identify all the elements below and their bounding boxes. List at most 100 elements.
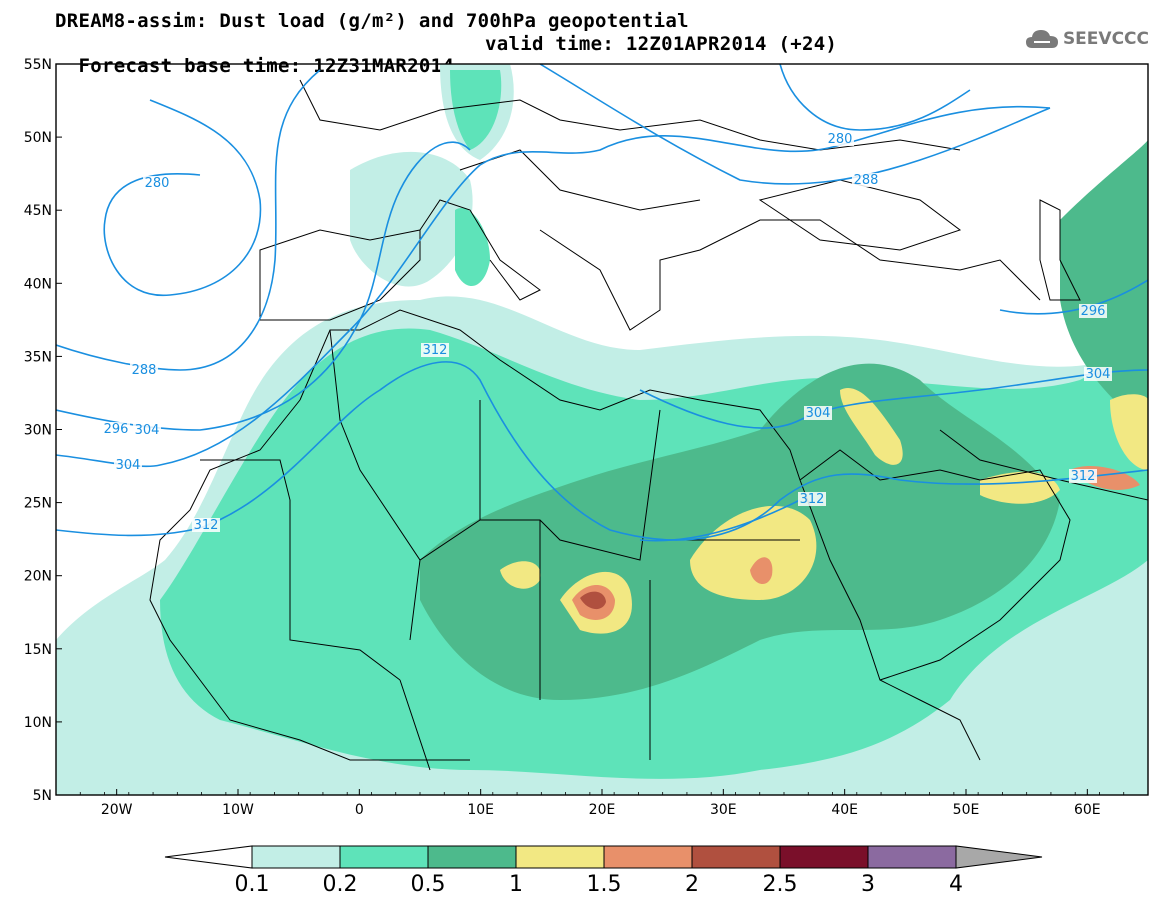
lat-label: 20N [24, 569, 52, 585]
colorbar-label: 2.5 [763, 872, 798, 897]
lat-label: 50N [24, 130, 52, 146]
colorbar-label: 3 [861, 872, 875, 897]
dust-area-yellow-5 [1110, 394, 1148, 470]
svg-text:304: 304 [1086, 367, 1111, 382]
contour-label: 280 [143, 176, 171, 191]
dust-area-yellow-3 [840, 388, 903, 465]
dust-area-yellow-6 [500, 561, 541, 589]
svg-text:296: 296 [1081, 304, 1106, 319]
colorbar-label: 0.1 [235, 872, 270, 897]
contour-label: 288 [130, 363, 158, 378]
lon-label: 20W [101, 802, 133, 818]
coast-black-sea [758, 179, 962, 251]
colorbar-label: 0.5 [411, 872, 446, 897]
colorbar-label: 1 [509, 872, 523, 897]
svg-text:304: 304 [806, 406, 831, 421]
contour-label: 312 [192, 518, 220, 533]
contour-296-east [999, 279, 1148, 315]
svg-text:304: 304 [116, 458, 141, 473]
contour-label: 304 [114, 458, 142, 473]
axis-labels: 55N 50N 45N 40N 35N 30N 25N 20N 15N 10N 5N 20W 10W 0 1… [24, 57, 1149, 818]
colorbar-swatch [427, 845, 517, 869]
lat-label: 30N [24, 423, 52, 439]
colorbar-swatch [251, 845, 341, 869]
logo-text: SEEVCCC [1062, 29, 1149, 49]
lat-label: 40N [24, 276, 52, 292]
dust-area-medium-north [450, 70, 502, 150]
svg-text:312: 312 [194, 518, 219, 533]
dust-area-orange-2 [750, 557, 773, 585]
dust-area-red-1 [580, 591, 606, 610]
colorbar-max-arrow [955, 845, 1043, 869]
coast-europe-south [419, 199, 1041, 331]
lon-label: 60E [1074, 802, 1101, 818]
lat-label: 45N [24, 203, 52, 219]
colorbar-label: 0.2 [323, 872, 358, 897]
contour-label: 312 [798, 492, 826, 507]
dust-area-yellow-2 [690, 505, 817, 600]
colorbar: 0.1 0.2 0.5 1 1.5 2 2.5 3 4 [164, 845, 1043, 897]
dust-fields [56, 64, 1148, 795]
contour-288-east [539, 64, 1051, 185]
contour-label: 312 [421, 343, 449, 358]
lat-label: 10N [24, 715, 52, 731]
contour-label: 280 [826, 132, 854, 147]
svg-text:312: 312 [800, 492, 825, 507]
svg-text:288: 288 [132, 363, 157, 378]
lon-label: 40E [831, 802, 858, 818]
seevccc-logo: SEEVCCC [1025, 28, 1149, 50]
contour-labels: 280 288 304 280 288 296 304 312 312 304 312 296 304 3… [102, 132, 1112, 533]
colorbar-swatch [515, 845, 605, 869]
svg-text:280: 280 [145, 176, 170, 191]
lat-label: 35N [24, 349, 52, 365]
svg-text:288: 288 [854, 173, 879, 188]
colorbar-swatch [339, 845, 429, 869]
contour-label: 304 [133, 423, 161, 438]
dust-area-dark-east [1060, 140, 1148, 430]
contour-label: 296 [1079, 304, 1107, 319]
colorbar-swatch [603, 845, 693, 869]
contour-312 [56, 361, 1148, 541]
contour-288-west [56, 69, 321, 371]
colorbar-swatch [867, 845, 957, 869]
dust-area-medium-italy [455, 208, 490, 287]
contour-label: 288 [852, 173, 880, 188]
forecast-times: Forecast base time: 12Z31MAR2014 valid t… [55, 33, 836, 99]
contour-312-east [639, 499, 801, 542]
coast-persian-gulf [939, 429, 1148, 501]
contour-label: 304 [1084, 367, 1112, 382]
svg-text:312: 312 [1071, 469, 1096, 484]
lon-label: 10W [222, 802, 254, 818]
contour-label: 296 [102, 422, 130, 437]
contour-280-west [103, 99, 262, 296]
lat-label: 15N [24, 642, 52, 658]
coast-caspian [1039, 199, 1081, 301]
colorbar-label: 1.5 [587, 872, 622, 897]
contour-280-east [779, 64, 971, 131]
svg-text:312: 312 [423, 343, 448, 358]
lat-label: 25N [24, 496, 52, 512]
coast-arabia [799, 449, 1071, 681]
contour-label: 304 [804, 406, 832, 421]
cloud-icon [1025, 30, 1058, 48]
lon-label: 30E [710, 802, 737, 818]
lon-label: 10E [467, 802, 494, 818]
valid-time: valid time: 12Z01APR2014 (+24) [485, 33, 838, 55]
contour-label: 312 [1069, 469, 1097, 484]
colorbar-swatch [779, 845, 869, 869]
svg-text:296: 296 [104, 422, 129, 437]
svg-text:304: 304 [135, 423, 160, 438]
base-time: Forecast base time: 12Z31MAR2014 [78, 55, 455, 77]
lon-label: 0 [355, 802, 364, 818]
dust-area-yellow-4 [980, 471, 1060, 504]
lat-label: 55N [24, 57, 52, 73]
lat-label: 5N [33, 788, 52, 804]
colorbar-swatch [691, 845, 781, 869]
svg-text:280: 280 [828, 132, 853, 147]
coast-atlantic-africa [149, 399, 470, 761]
colorbar-min-arrow [164, 845, 253, 869]
contour-304-east [639, 369, 1148, 429]
colorbar-label: 4 [949, 872, 963, 897]
map-title: DREAM8-assim: Dust load (g/m²) and 700hP… [55, 10, 689, 32]
